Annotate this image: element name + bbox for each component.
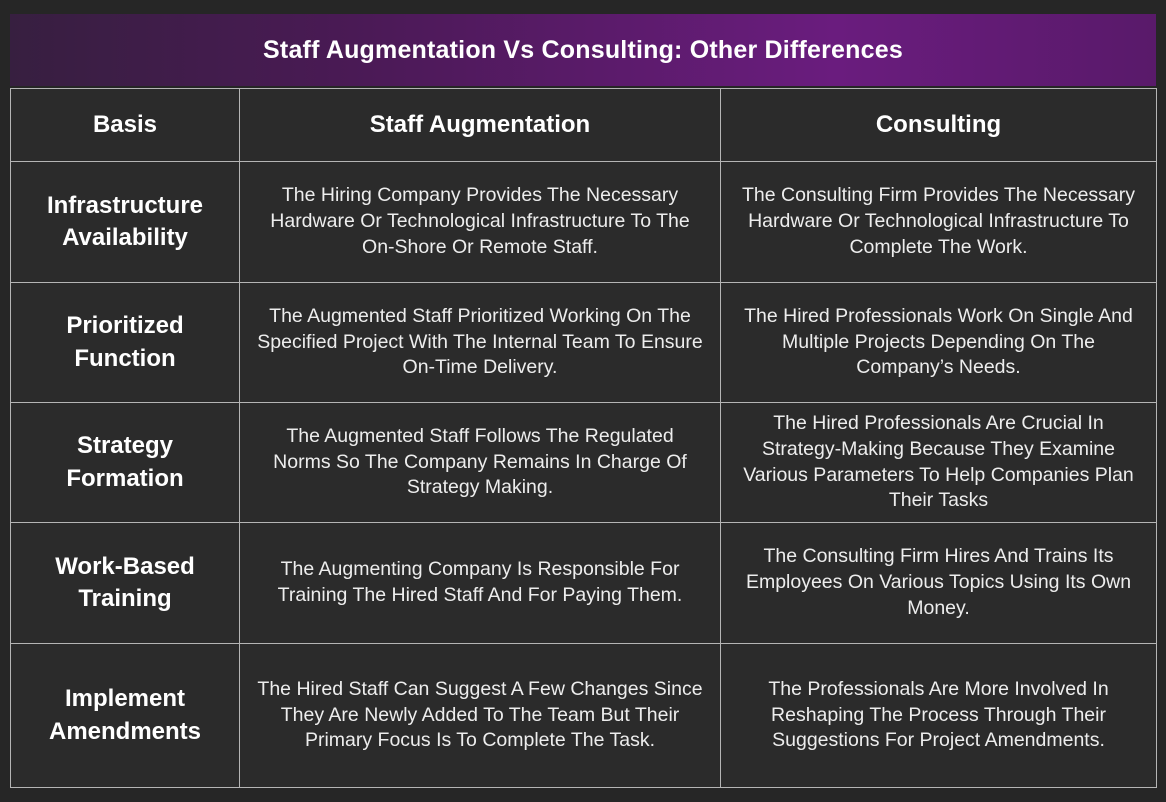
table-row: Implement Amendments The Hired Staff Can… bbox=[10, 643, 1157, 788]
row-basis-work-based-training: Work-Based Training bbox=[10, 522, 240, 644]
title-banner: Staff Augmentation Vs Consulting: Other … bbox=[10, 14, 1156, 86]
table-row: Infrastructure Availability The Hiring C… bbox=[10, 161, 1157, 283]
cell-consulting: The Hired Professionals Work On Single A… bbox=[720, 282, 1157, 403]
table-row: Prioritized Function The Augmented Staff… bbox=[10, 282, 1157, 403]
comparison-table: Basis Staff Augmentation Consulting Infr… bbox=[10, 88, 1157, 788]
row-basis-prioritized-function: Prioritized Function bbox=[10, 282, 240, 403]
cell-consulting: The Professionals Are More Involved In R… bbox=[720, 643, 1157, 788]
column-header-basis: Basis bbox=[10, 88, 240, 162]
cell-staff-augmentation: The Augmented Staff Prioritized Working … bbox=[239, 282, 721, 403]
cell-staff-augmentation: The Augmenting Company Is Responsible Fo… bbox=[239, 522, 721, 644]
cell-consulting: The Consulting Firm Provides The Necessa… bbox=[720, 161, 1157, 283]
table-header-row: Basis Staff Augmentation Consulting bbox=[10, 88, 1157, 162]
cell-staff-augmentation: The Hiring Company Provides The Necessar… bbox=[239, 161, 721, 283]
table-row: Strategy Formation The Augmented Staff F… bbox=[10, 402, 1157, 523]
table-row: Work-Based Training The Augmenting Compa… bbox=[10, 522, 1157, 644]
cell-consulting: The Consulting Firm Hires And Trains Its… bbox=[720, 522, 1157, 644]
cell-staff-augmentation: The Hired Staff Can Suggest A Few Change… bbox=[239, 643, 721, 788]
row-basis-infrastructure-availability: Infrastructure Availability bbox=[10, 161, 240, 283]
page-title: Staff Augmentation Vs Consulting: Other … bbox=[263, 35, 903, 64]
cell-consulting: The Hired Professionals Are Crucial In S… bbox=[720, 402, 1157, 523]
cell-staff-augmentation: The Augmented Staff Follows The Regulate… bbox=[239, 402, 721, 523]
row-basis-strategy-formation: Strategy Formation bbox=[10, 402, 240, 523]
column-header-consulting: Consulting bbox=[720, 88, 1157, 162]
row-basis-implement-amendments: Implement Amendments bbox=[10, 643, 240, 788]
column-header-staff-augmentation: Staff Augmentation bbox=[239, 88, 721, 162]
